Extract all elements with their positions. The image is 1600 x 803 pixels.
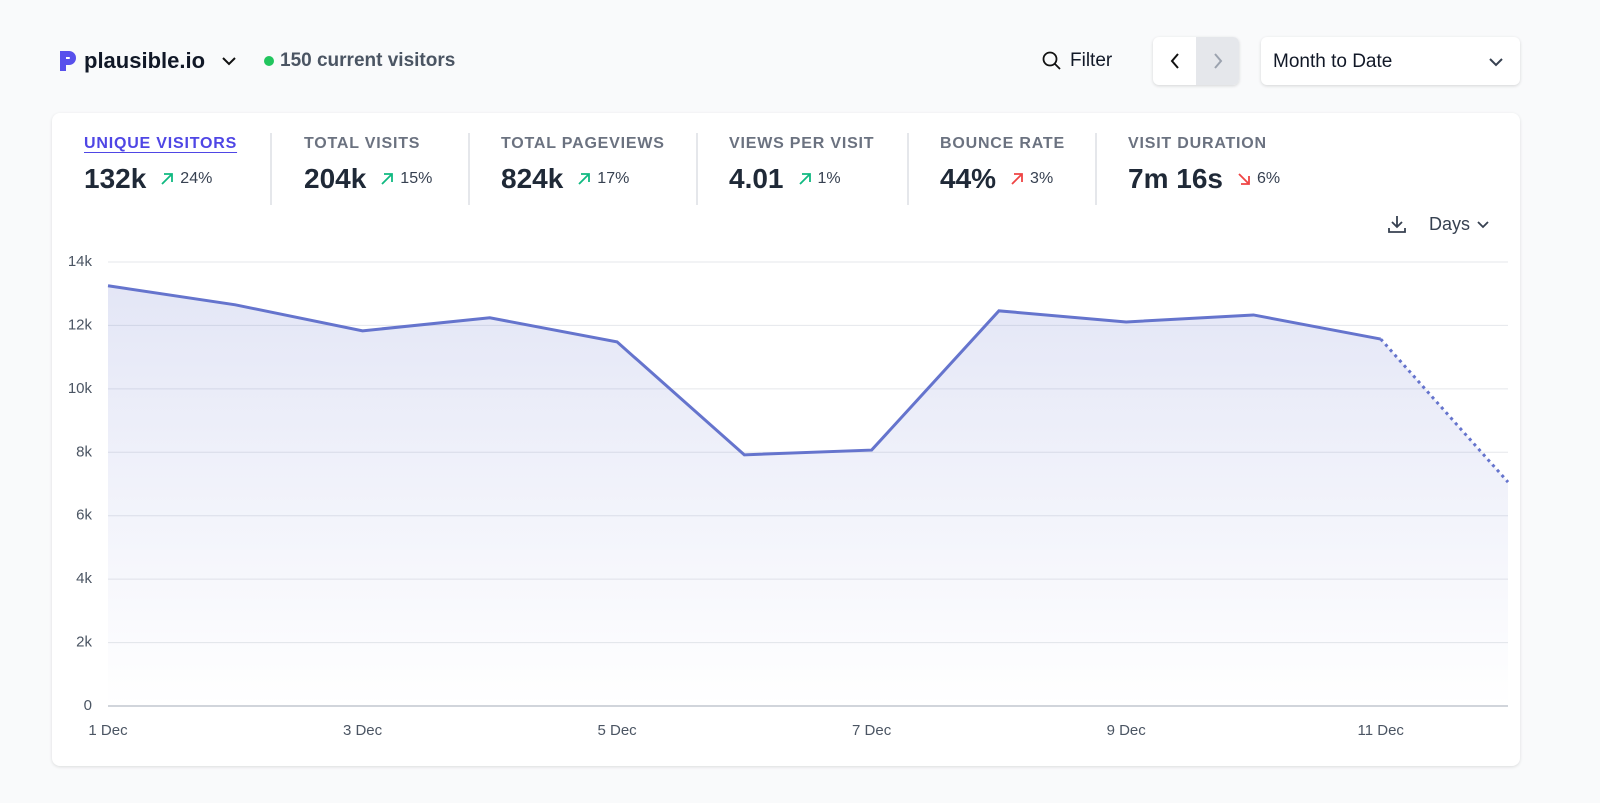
separator	[270, 133, 272, 205]
x-tick-label: 7 Dec	[852, 722, 892, 739]
metric-change: 1%	[796, 170, 841, 188]
period-select[interactable]: Month to Date	[1261, 37, 1520, 85]
x-tick-label: 11 Dec	[1358, 722, 1405, 739]
separator	[1095, 133, 1097, 205]
chevron	[1489, 58, 1503, 67]
metric[interactable]: VIEWS PER VISIT 4.01 1%	[729, 135, 874, 195]
x-tick-label: 3 Dec	[343, 722, 383, 739]
metric-value: 44%	[940, 163, 997, 194]
trend-arrow	[798, 173, 811, 185]
x-tick-label: 1 Dec	[88, 722, 128, 739]
y-tick-label: 10k	[68, 380, 93, 397]
trend-arrow	[381, 173, 394, 185]
metric-label: UNIQUE VISITORS	[84, 135, 238, 152]
metric-label: VISIT DURATION	[1128, 135, 1267, 152]
metric-row: 44% 3%	[940, 163, 1065, 195]
metric-change-value: 6%	[1256, 170, 1281, 187]
trend-arrow	[1011, 173, 1023, 185]
metric-change: 17%	[575, 170, 629, 188]
period-nav	[1153, 37, 1239, 85]
y-tick-label: 12k	[68, 316, 93, 333]
area	[108, 285, 1508, 706]
filter-label: Filter	[1070, 50, 1113, 71]
y-tick-label: 6k	[76, 507, 92, 524]
live-dot	[264, 56, 274, 66]
logo	[60, 51, 76, 71]
metric-change: 6%	[1235, 170, 1280, 188]
metric[interactable]: UNIQUE VISITORS 132k 24%	[84, 135, 237, 195]
metric-change: 3%	[1008, 170, 1053, 188]
trend-arrow	[1238, 173, 1250, 185]
metric-change-value: 15%	[400, 170, 433, 187]
y-tick-label: 4k	[76, 570, 92, 587]
metric-change: 24%	[158, 170, 212, 188]
current-visitors[interactable]: 150 current visitors	[280, 50, 456, 71]
metric-change-value: 3%	[1030, 170, 1054, 187]
metric-change: 15%	[378, 170, 432, 188]
metric-change-value: 1%	[817, 170, 841, 187]
line	[107, 284, 1382, 457]
period-label: Month to Date	[1273, 51, 1393, 72]
trend-arrow	[161, 173, 174, 185]
separator	[696, 133, 698, 205]
metric-row: 204k 15%	[304, 163, 432, 195]
x-tick-label: 5 Dec	[597, 722, 637, 739]
interval-label: Days	[1429, 214, 1471, 234]
y-tick-label: 14k	[68, 253, 93, 270]
download-icon[interactable]	[1386, 213, 1408, 235]
search-icon	[1042, 51, 1061, 70]
metric[interactable]: VISIT DURATION 7m 16s 6%	[1128, 135, 1280, 195]
filter-button[interactable]: Filter	[1042, 50, 1112, 72]
metric-value: 824k	[501, 163, 564, 194]
metric[interactable]: TOTAL VISITS 204k 15%	[304, 135, 432, 195]
metric-row: 4.01 1%	[729, 163, 874, 195]
site-dropdown[interactable]	[220, 54, 238, 68]
metric-row: 824k 17%	[501, 163, 665, 195]
metric-change-value: 17%	[597, 170, 630, 187]
y-tick-label: 0	[84, 697, 92, 714]
metric-value: 204k	[304, 163, 367, 194]
metric-label: TOTAL VISITS	[304, 135, 421, 152]
x-tick-label: 9 Dec	[1107, 722, 1147, 739]
trend-arrow	[578, 173, 591, 185]
metric-label: BOUNCE RATE	[940, 135, 1065, 152]
separator	[468, 133, 470, 205]
metric-label: VIEWS PER VISIT	[729, 135, 875, 152]
metric-change-value: 24%	[180, 170, 213, 187]
y-tick-label: 8k	[76, 443, 92, 460]
metric-row: 132k 24%	[84, 163, 237, 195]
metric[interactable]: BOUNCE RATE 44% 3%	[940, 135, 1065, 195]
separator	[907, 133, 909, 205]
metric-row: 7m 16s 6%	[1128, 163, 1280, 195]
metric-label: TOTAL PAGEVIEWS	[501, 135, 665, 152]
y-tick-label: 2k	[76, 634, 92, 651]
metric-value: 132k	[84, 163, 147, 194]
metric[interactable]: TOTAL PAGEVIEWS 824k 17%	[501, 135, 665, 195]
site-name[interactable]: plausible.io	[84, 48, 206, 73]
interval-select[interactable]: Days	[1429, 214, 1490, 235]
metric-value: 7m 16s	[1128, 163, 1223, 194]
chevron	[1477, 220, 1489, 228]
nav-arrows[interactable]	[1153, 37, 1239, 85]
metric-value: 4.01	[729, 163, 784, 194]
